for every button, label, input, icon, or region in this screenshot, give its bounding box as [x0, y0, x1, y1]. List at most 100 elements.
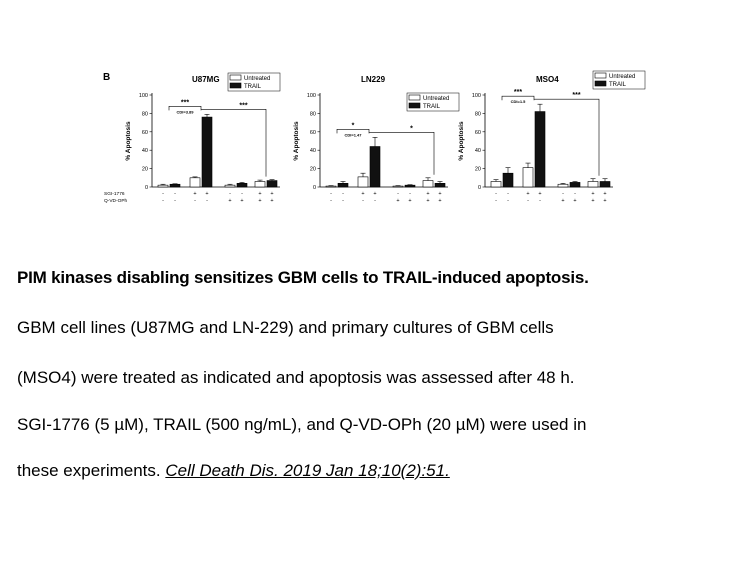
- treatment-sign: +: [426, 191, 429, 197]
- caption-line-4: these experiments. Cell Death Dis. 2019 …: [17, 461, 747, 481]
- treatment-sign: +: [591, 191, 594, 197]
- significance-stars: ***: [514, 89, 522, 96]
- treatment-sign: -: [507, 198, 509, 204]
- treatment-sign: -: [527, 198, 529, 204]
- bar-untreated: [392, 185, 404, 188]
- legend-label: Untreated: [244, 76, 270, 82]
- citation-link[interactable]: Cell Death Dis. 2019 Jan 18;10(2):51.: [165, 461, 450, 480]
- treatment-sign: -: [342, 198, 344, 204]
- y-axis-label: % Apoptosis: [293, 121, 300, 161]
- bar-trail: [266, 180, 278, 188]
- legend-box: [406, 92, 460, 112]
- bar-untreated: [254, 181, 266, 188]
- treatment-sign: -: [409, 191, 411, 197]
- cdi-label: CDI=1.5: [511, 99, 527, 104]
- legend-label: TRAIL: [423, 104, 441, 110]
- treatment-sign: +: [396, 198, 399, 204]
- chart-title: MSO4: [536, 75, 559, 84]
- panel-letter: B: [103, 72, 111, 83]
- significance-bracket: [168, 106, 202, 111]
- treatment-row-label: SGI-1776: [104, 191, 125, 197]
- treatment-sign: -: [374, 198, 376, 204]
- treatment-sign: +: [270, 198, 273, 204]
- bar-trail: [534, 111, 546, 188]
- significance-stars: *: [410, 125, 413, 132]
- bar-trail: [404, 184, 416, 188]
- legend-swatch-untreated: [408, 94, 421, 101]
- treatment-sign: +: [258, 198, 261, 204]
- cdi-label: CDI=1.47: [344, 132, 362, 137]
- treatment-sign: +: [426, 198, 429, 204]
- y-tick-label: 100: [307, 93, 316, 99]
- bar-untreated: [557, 183, 569, 188]
- y-tick-label: 100: [472, 93, 481, 99]
- significance-stars: ***: [239, 102, 247, 109]
- treatment-sign: -: [330, 198, 332, 204]
- treatment-sign: -: [229, 191, 231, 197]
- treatment-sign: -: [574, 191, 576, 197]
- bar-trail: [337, 183, 349, 188]
- y-axis-label: % Apoptosis: [125, 121, 132, 161]
- caption-line-3: SGI-1776 (5 µM), TRAIL (500 ng/mL), and …: [17, 415, 587, 434]
- treatment-sign: +: [538, 191, 541, 197]
- legend-swatch-trail: [408, 102, 421, 109]
- caption-line-2: (MSO4) were treated as indicated and apo…: [17, 368, 575, 387]
- legend-swatch-untreated: [229, 74, 242, 81]
- treatment-sign: +: [361, 191, 364, 197]
- y-axis-label: % Apoptosis: [458, 121, 465, 161]
- treatment-sign: +: [240, 198, 243, 204]
- treatment-sign: +: [193, 191, 196, 197]
- y-tick-label: 60: [310, 130, 316, 136]
- y-tick-label: 20: [475, 167, 481, 173]
- legend-box: [227, 72, 281, 92]
- y-tick-label: 60: [475, 130, 481, 136]
- chart-title: LN229: [361, 75, 386, 84]
- treatment-sign: +: [573, 198, 576, 204]
- treatment-row-label: Q-VD-OPh: [104, 198, 128, 204]
- legend-label: TRAIL: [244, 84, 262, 90]
- treatment-sign: +: [228, 198, 231, 204]
- treatment-sign: +: [438, 191, 441, 197]
- chart-title: U87MG: [192, 75, 220, 84]
- bar-trail: [502, 172, 514, 188]
- bar-trail: [169, 183, 181, 188]
- treatment-sign: -: [241, 191, 243, 197]
- y-tick-label: 100: [139, 93, 148, 99]
- treatment-sign: -: [162, 191, 164, 197]
- treatment-sign: +: [258, 191, 261, 197]
- treatment-sign: +: [526, 191, 529, 197]
- y-tick-label: 20: [310, 167, 316, 173]
- significance-bracket: [534, 98, 600, 176]
- y-tick-label: 40: [475, 148, 481, 154]
- y-tick-label: 0: [313, 185, 316, 191]
- treatment-sign: -: [342, 191, 344, 197]
- treatment-sign: +: [270, 191, 273, 197]
- bar-trail: [434, 183, 446, 188]
- treatment-sign: -: [162, 198, 164, 204]
- y-tick-label: 40: [142, 148, 148, 154]
- bar-untreated: [224, 184, 236, 188]
- bar-untreated: [189, 177, 201, 188]
- y-tick-label: 20: [142, 167, 148, 173]
- bar-untreated: [325, 185, 337, 188]
- bar-untreated: [357, 176, 369, 188]
- treatment-sign: +: [205, 191, 208, 197]
- treatment-sign: +: [591, 198, 594, 204]
- caption-line-4-text: these experiments.: [17, 461, 166, 480]
- significance-bracket: [336, 129, 370, 134]
- treatment-sign: -: [507, 191, 509, 197]
- significance-stars: *: [352, 122, 355, 129]
- bar-untreated: [422, 180, 434, 188]
- bar-trail: [201, 116, 213, 188]
- legend-swatch-trail: [229, 82, 242, 89]
- treatment-sign: +: [438, 198, 441, 204]
- treatment-sign: -: [495, 191, 497, 197]
- treatment-sign: -: [562, 191, 564, 197]
- significance-bracket: [369, 132, 435, 175]
- bar-untreated: [490, 181, 502, 188]
- caption-line-1: GBM cell lines (U87MG and LN-229) and pr…: [17, 318, 554, 337]
- treatment-sign: -: [397, 191, 399, 197]
- significance-stars: ***: [572, 92, 580, 99]
- legend-swatch-trail: [594, 80, 607, 87]
- y-tick-label: 60: [142, 130, 148, 136]
